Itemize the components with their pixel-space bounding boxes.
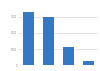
Bar bbox=[22, 12, 34, 65]
Bar bbox=[42, 17, 54, 65]
Bar bbox=[82, 61, 94, 65]
Bar bbox=[62, 47, 74, 65]
